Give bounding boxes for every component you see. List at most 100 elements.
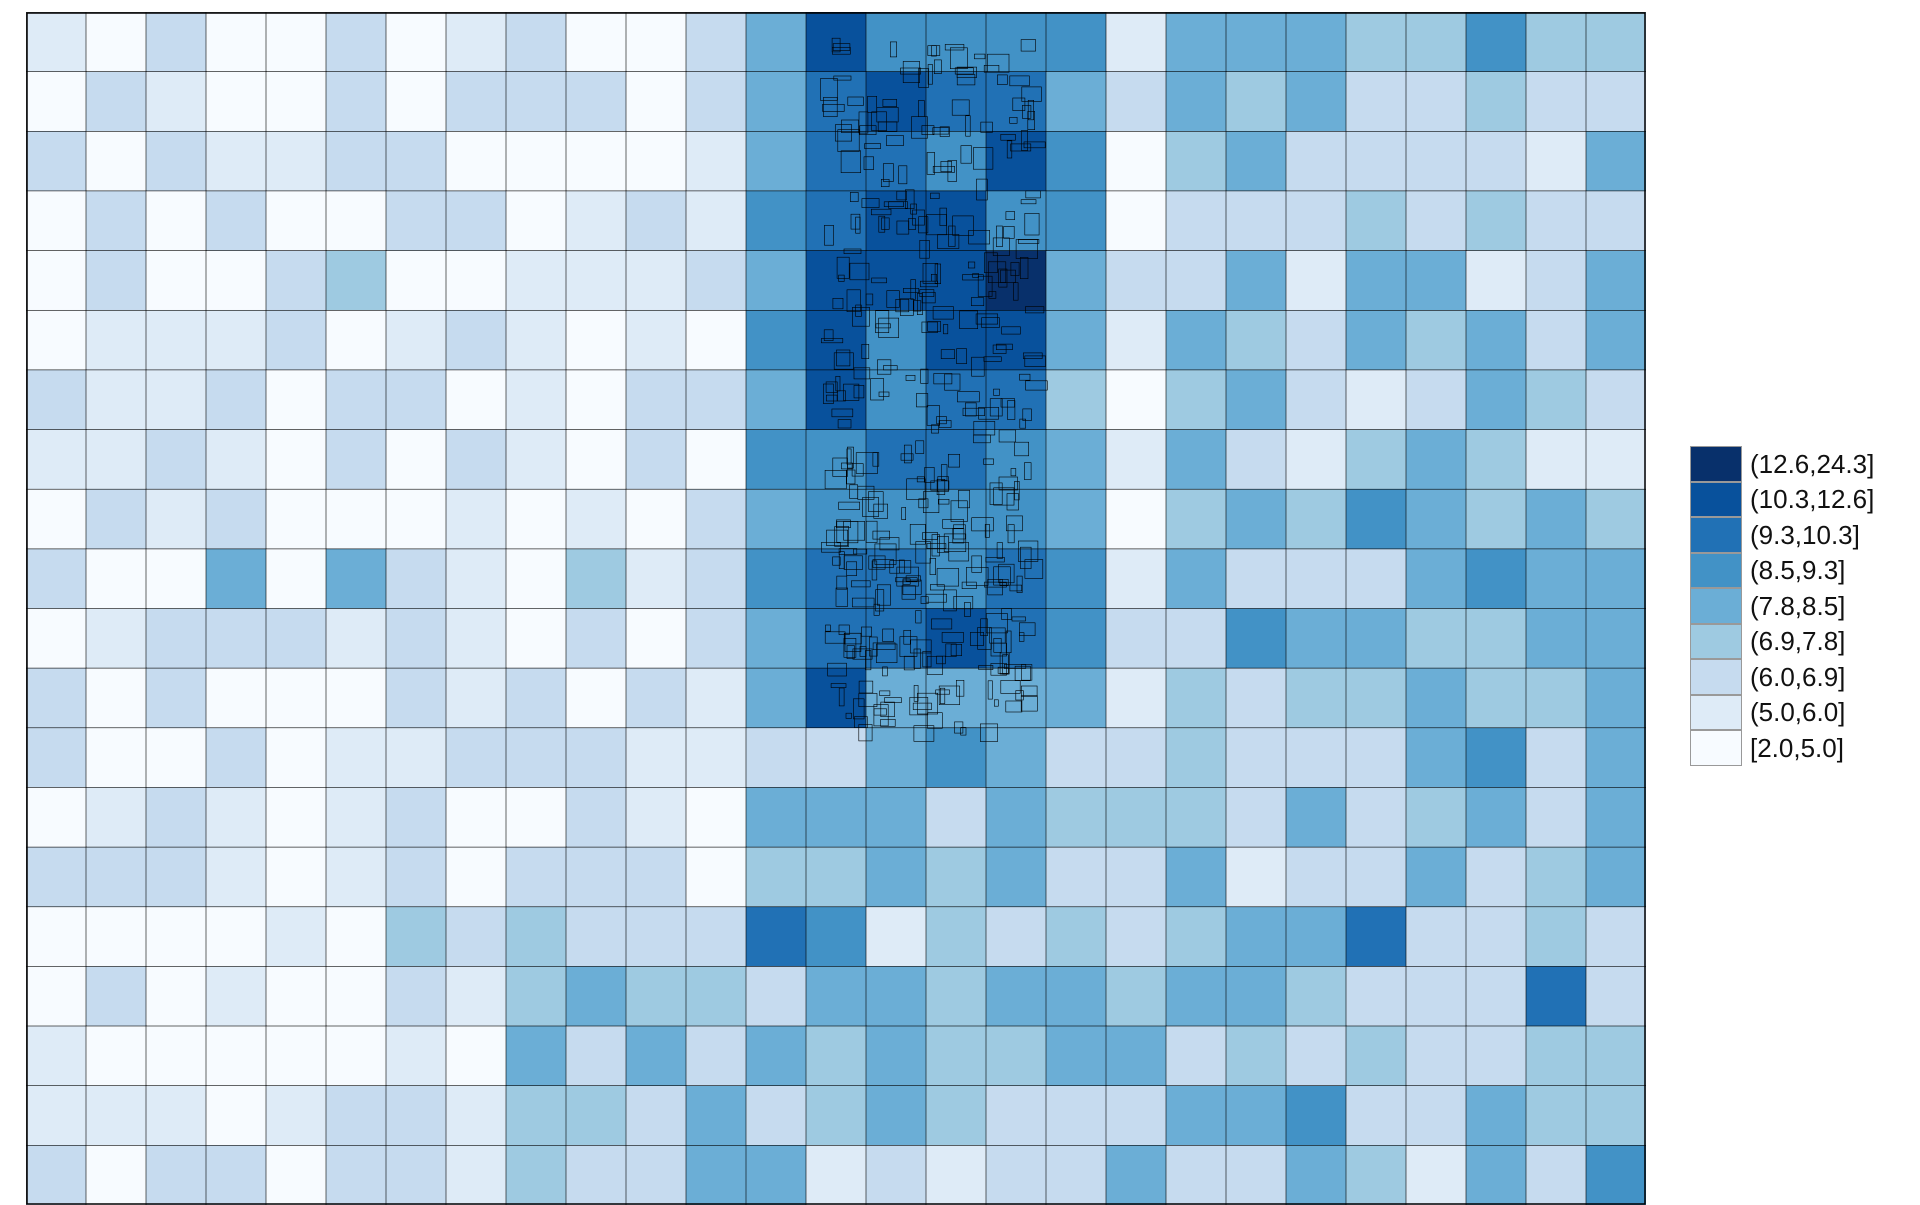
tract-region (745, 548, 807, 610)
tract-region (925, 966, 987, 1027)
tract-boundary (1023, 141, 1046, 149)
tract-region (1345, 667, 1407, 729)
tract-region (1285, 309, 1347, 371)
tract-regions (26, 12, 1646, 1205)
tract-region (26, 309, 87, 371)
tract-region (205, 1025, 267, 1087)
tract-region (1285, 250, 1347, 312)
tract-region (1165, 369, 1227, 431)
tract-boundary (993, 487, 1015, 506)
tract-region (445, 488, 507, 550)
tract-region (1105, 250, 1167, 312)
tract-region (805, 250, 867, 312)
tract-region (865, 1145, 927, 1205)
tract-region (505, 608, 567, 669)
tract-region (85, 787, 147, 848)
tract-boundary (996, 542, 1003, 559)
tract-region (505, 190, 567, 252)
tract-boundary (956, 74, 976, 86)
tract-region (745, 190, 807, 252)
tract-region (1105, 131, 1167, 192)
tract-region (1525, 667, 1587, 729)
tract-boundary (880, 179, 890, 188)
tract-region (325, 190, 387, 252)
tract-region (325, 309, 387, 371)
tract-boundary (933, 59, 942, 75)
tract-region (865, 429, 927, 491)
tract-boundary (822, 104, 845, 112)
tract-region (625, 12, 687, 73)
tract-region (1285, 1145, 1347, 1205)
tract-region (625, 846, 687, 908)
tract-region (385, 131, 447, 192)
tract-region (1525, 12, 1587, 73)
tract-region (1105, 12, 1167, 73)
tract-region (865, 966, 927, 1027)
tract-region (1045, 71, 1107, 132)
tract-region (145, 1025, 207, 1087)
legend-swatch (1690, 517, 1742, 553)
tract-region (985, 1025, 1047, 1087)
tract-region (325, 369, 387, 431)
tract-region (1105, 369, 1167, 431)
legend-label: (12.6,24.3] (1750, 448, 1875, 479)
tract-region (745, 131, 807, 192)
tract-region (1225, 1085, 1287, 1147)
tract-region (325, 906, 387, 968)
tract-region (1405, 429, 1467, 491)
tract-boundaries (820, 37, 1048, 742)
tract-region (205, 1085, 267, 1147)
tract-region (145, 966, 207, 1027)
tract-region (1105, 608, 1167, 669)
tract-boundary (988, 291, 997, 299)
tract-boundary (836, 256, 850, 279)
tract-region (685, 488, 747, 550)
tract-boundary (1019, 622, 1036, 636)
tract-region (625, 1085, 687, 1147)
tract-boundary (876, 643, 898, 664)
tract-region (745, 369, 807, 431)
tract-boundary (861, 626, 872, 637)
tract-boundary (1021, 664, 1033, 681)
tract-region (1525, 1025, 1587, 1087)
tract-region (1105, 548, 1167, 610)
tract-boundary (981, 317, 1000, 328)
tract-region (1225, 1025, 1287, 1087)
tract-region (1525, 369, 1587, 431)
tract-region (1285, 787, 1347, 848)
tract-boundary (936, 416, 947, 425)
tract-region (85, 250, 147, 312)
tract-boundary (984, 581, 1007, 588)
tract-region (325, 12, 387, 73)
tract-region (1525, 250, 1587, 312)
tract-region (1525, 309, 1587, 371)
tract-region (505, 727, 567, 789)
tract-region (145, 71, 207, 132)
tract-region (1225, 608, 1287, 669)
tract-boundary (896, 566, 919, 587)
tract-boundary (854, 716, 868, 728)
tract-region (1285, 846, 1347, 908)
tract-region (805, 12, 867, 73)
tract-region (625, 1145, 687, 1205)
tract-region (1405, 488, 1467, 550)
tract-region (1045, 727, 1107, 789)
tract-region (445, 1025, 507, 1087)
tract-region (265, 429, 327, 491)
tract-boundary (820, 78, 838, 101)
tract-region (85, 667, 147, 729)
tract-boundary (831, 408, 854, 418)
tract-region (1225, 548, 1287, 610)
tract-region (1165, 429, 1227, 491)
tract-boundary (921, 321, 938, 333)
tract-region (745, 667, 807, 729)
tract-region (865, 846, 927, 908)
tract-region (1165, 966, 1227, 1027)
tract-boundary (838, 501, 861, 510)
tract-region (26, 548, 87, 610)
tract-boundary (927, 712, 943, 729)
tract-boundary (964, 601, 971, 617)
tract-boundary (909, 639, 932, 654)
tract-region (565, 787, 627, 848)
tract-region (925, 131, 987, 192)
